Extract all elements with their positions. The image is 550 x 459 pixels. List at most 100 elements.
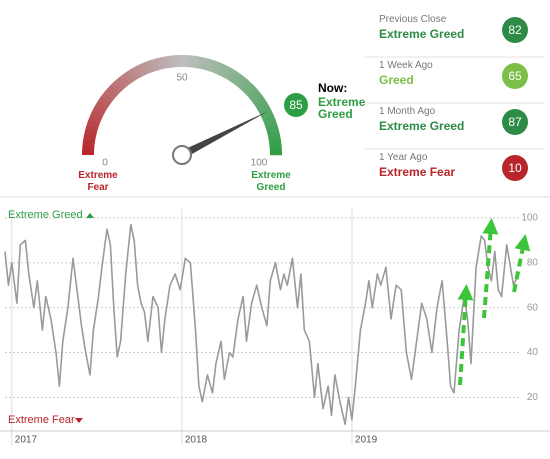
gauge-arc-segment xyxy=(253,96,267,108)
gauge-arc-segment xyxy=(84,128,98,137)
comparison-status: Extreme Greed xyxy=(379,119,465,133)
gauge-tick-label: 0 xyxy=(102,158,108,169)
gauge-arc-segment xyxy=(127,68,139,82)
gauge-arc-segment xyxy=(244,84,257,97)
gauge-arc-segment xyxy=(123,70,135,84)
gauge-arc-segment xyxy=(258,105,272,116)
now-label: Now: xyxy=(318,81,348,95)
gauge-tick-label: 100 xyxy=(251,158,268,169)
comparison-bubble xyxy=(502,155,528,181)
arrow xyxy=(512,234,531,293)
comparison-status: Greed xyxy=(379,73,414,87)
gauge-tick-label: 50 xyxy=(176,73,188,84)
gauge-arc-segment xyxy=(141,61,151,75)
x-tick-label: 2017 xyxy=(15,435,38,446)
gauge-arc-segment xyxy=(82,139,96,146)
comparison-value: 10 xyxy=(508,161,522,175)
gauge-arc-segment xyxy=(161,56,169,69)
gauge-arc-segment xyxy=(213,61,223,75)
gauge-arc-segment xyxy=(268,139,282,147)
gauge-arc-segment xyxy=(182,54,188,68)
gauge-arc-segment xyxy=(247,88,260,100)
gauge-arc-segment xyxy=(229,71,241,84)
gauge-arc-segment xyxy=(107,84,120,97)
gauge-arc-segment xyxy=(195,56,204,69)
comparison-value: 87 xyxy=(508,115,522,129)
down-triangle xyxy=(75,418,83,423)
comparison-label: 1 Month Ago xyxy=(379,106,436,117)
y-tick-label: 100 xyxy=(521,213,538,224)
gauge-arc-segment xyxy=(268,134,281,142)
gauge-hub xyxy=(172,145,192,165)
gauge-arc-segment xyxy=(186,55,193,68)
gauge-arc-segment xyxy=(151,58,160,72)
gauge-arc-segment xyxy=(200,57,209,71)
gauge-arc-segment xyxy=(146,59,156,73)
gauge-arc-segment xyxy=(111,80,124,93)
current-status: Extreme Greed xyxy=(318,95,366,121)
gauge-arc-segment xyxy=(90,109,104,120)
gauge-arc-segment xyxy=(98,96,111,108)
comparison-value: 65 xyxy=(508,69,522,83)
gauge-arc-segment xyxy=(82,144,95,151)
gauge-arc-segment xyxy=(119,73,131,87)
comparison-bubble xyxy=(502,63,528,89)
x-tick-label: 2019 xyxy=(355,435,378,446)
comparison-value: 82 xyxy=(508,23,522,37)
up-triangle xyxy=(86,213,94,218)
gauge-arc-segment xyxy=(85,123,99,133)
gauge-arc-segment xyxy=(264,119,278,129)
gauge-arc-segment xyxy=(217,63,228,77)
gauge-arc-segment xyxy=(269,144,282,151)
gauge-arc-segment xyxy=(226,68,237,82)
gauge-needle xyxy=(180,110,269,159)
gauge-max-label: Extreme Greed xyxy=(251,170,291,193)
index-line xyxy=(4,223,520,426)
gauge-arc-segment xyxy=(104,87,117,100)
x-tick-label: 2018 xyxy=(185,435,208,446)
extreme-greed-label: Extreme Greed xyxy=(8,209,83,221)
gauge-arc-segment xyxy=(136,63,147,77)
gauge-arc-segment xyxy=(255,100,269,112)
gauge-arc-segment xyxy=(262,114,276,124)
gauge-arc-segment xyxy=(191,55,198,69)
gauge-arc-segment xyxy=(240,80,253,93)
y-tick-label: 80 xyxy=(527,257,539,268)
gauge-arc-segment xyxy=(95,100,109,111)
gauge-arc-segment xyxy=(82,149,95,155)
gauge-arc-segment xyxy=(166,55,174,69)
comparison-label: 1 Week Ago xyxy=(379,60,433,71)
gauge-arc-segment xyxy=(171,55,178,68)
value-bubble xyxy=(284,93,308,117)
gauge-arc-segment xyxy=(83,133,96,142)
comparison-status: Extreme Fear xyxy=(379,165,456,179)
gauge-arc-segment xyxy=(221,65,233,79)
arrow xyxy=(457,284,474,386)
comparison-bubble xyxy=(502,17,528,43)
y-tick-label: 40 xyxy=(527,347,539,358)
arrow xyxy=(482,218,499,319)
gauge-arc-segment xyxy=(237,77,250,90)
gauge-arc-segment xyxy=(209,59,219,73)
gauge-arc-segment xyxy=(250,92,264,104)
extreme-fear-label: Extreme Fear xyxy=(8,414,75,426)
gauge-arc-segment xyxy=(88,114,102,124)
gauge-arc-segment xyxy=(176,54,183,68)
comparison-label: Previous Close xyxy=(379,14,447,25)
gauge-arc-segment xyxy=(86,118,100,128)
value-text: 85 xyxy=(289,98,303,112)
y-tick-label: 20 xyxy=(527,392,539,403)
gauge-arc-segment xyxy=(101,91,114,104)
gauge-min-label: Extreme Fear xyxy=(78,170,118,193)
comparison-status: Extreme Greed xyxy=(379,27,465,41)
gauge-arc-segment xyxy=(92,104,106,116)
comparison-bubble xyxy=(502,109,528,135)
gauge-arc-segment xyxy=(204,58,214,72)
gauge-arc-segment xyxy=(269,149,283,156)
gauge-arc-segment xyxy=(115,77,127,90)
gauge-arc-segment xyxy=(132,65,143,79)
gauge-arc-segment xyxy=(265,124,279,133)
trend-arrows xyxy=(457,218,531,386)
